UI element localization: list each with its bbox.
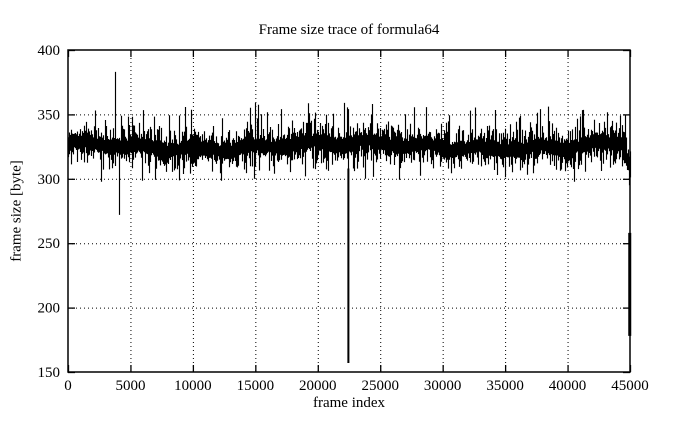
x-tick-label: 0 — [64, 378, 72, 394]
x-tick-label: 45000 — [611, 378, 649, 394]
y-tick-label: 150 — [38, 365, 61, 381]
x-tick-label: 15000 — [237, 378, 275, 394]
x-tick-label: 20000 — [299, 378, 337, 394]
x-axis-label: frame index — [312, 395, 386, 411]
y-tick-label: 250 — [38, 236, 61, 252]
frame-size-trace — [67, 71, 632, 363]
x-tick-label: 35000 — [486, 378, 524, 394]
y-axis-label: frame size [byte] — [8, 160, 25, 262]
y-tick-label: 400 — [38, 43, 61, 59]
y-tick-label: 350 — [38, 107, 61, 123]
plot-border — [67, 49, 631, 373]
chart-title: Frame size trace of formula64 — [258, 22, 440, 38]
y-tick-label: 200 — [38, 301, 61, 317]
x-tick-label: 5000 — [115, 378, 145, 394]
y-tick-label: 300 — [38, 172, 61, 188]
x-tick-label: 30000 — [424, 378, 462, 394]
x-tick-label: 40000 — [549, 378, 587, 394]
x-tick-label: 25000 — [361, 378, 399, 394]
x-tick-label: 10000 — [174, 378, 212, 394]
